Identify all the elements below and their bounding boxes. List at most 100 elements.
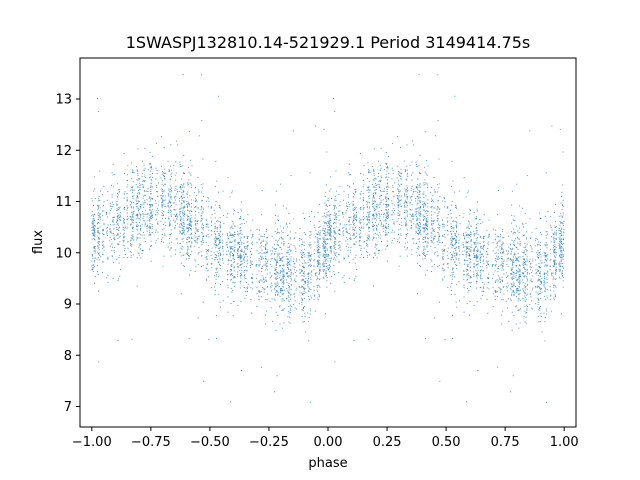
data-point [328, 229, 330, 230]
data-point [419, 191, 421, 192]
data-point [524, 242, 526, 244]
data-point [265, 255, 267, 257]
data-point [511, 276, 513, 278]
data-point [343, 258, 345, 260]
data-point [413, 144, 415, 146]
data-point [393, 231, 395, 233]
data-point [290, 250, 291, 252]
data-point [415, 214, 417, 216]
data-point [406, 179, 407, 181]
data-point [93, 228, 95, 230]
data-point [303, 245, 305, 247]
data-point [417, 218, 418, 220]
data-point [386, 260, 388, 262]
data-point [501, 276, 503, 278]
data-point [181, 224, 183, 225]
data-point [416, 220, 418, 222]
data-point [124, 173, 125, 174]
data-point [301, 256, 303, 258]
data-point [157, 213, 159, 215]
data-point [278, 259, 280, 261]
data-point [388, 216, 390, 218]
data-point [506, 277, 507, 279]
data-point [244, 256, 246, 258]
data-point [335, 213, 337, 214]
data-point [150, 240, 152, 242]
data-point [524, 310, 526, 312]
data-point [169, 202, 171, 204]
data-point [420, 173, 422, 174]
data-point [411, 215, 413, 217]
data-point [524, 300, 526, 302]
data-point [139, 188, 141, 190]
data-point [218, 238, 220, 240]
data-point [416, 219, 418, 221]
data-point [292, 273, 294, 275]
data-point [131, 201, 133, 203]
data-point [470, 261, 472, 263]
data-point [190, 215, 192, 216]
data-point [211, 247, 213, 249]
data-point [239, 230, 241, 232]
data-point [124, 219, 126, 221]
data-point [288, 312, 290, 314]
data-point [377, 204, 379, 206]
data-point [524, 269, 526, 270]
data-point [197, 189, 199, 191]
data-point [99, 218, 101, 220]
data-point [241, 263, 243, 265]
data-point [94, 238, 95, 240]
data-point [274, 272, 276, 274]
data-point [231, 270, 233, 271]
data-point [182, 74, 184, 76]
data-point [187, 182, 188, 184]
data-point [525, 287, 527, 289]
data-point [355, 235, 357, 237]
data-point [187, 203, 189, 205]
data-point [167, 160, 169, 162]
data-point [349, 262, 351, 264]
data-point [433, 229, 435, 231]
data-point [181, 195, 183, 197]
data-point [348, 255, 350, 257]
data-point [144, 190, 146, 192]
data-point [124, 222, 126, 223]
data-point [107, 191, 109, 193]
data-point [281, 237, 282, 239]
data-point [531, 289, 533, 291]
data-point [119, 235, 121, 237]
data-point [170, 174, 172, 176]
data-point [456, 236, 457, 238]
data-point [150, 167, 152, 168]
data-point [497, 258, 499, 260]
data-point [486, 229, 488, 231]
data-point [267, 273, 269, 275]
data-point [183, 183, 185, 185]
data-point [179, 230, 181, 232]
data-point [97, 241, 99, 243]
data-point [455, 221, 457, 223]
data-point [170, 206, 171, 208]
data-point [113, 237, 115, 239]
data-point [465, 240, 467, 242]
data-point [228, 259, 229, 261]
data-point [385, 151, 387, 153]
data-point [496, 255, 498, 257]
data-point [200, 206, 202, 207]
data-point [447, 230, 448, 231]
data-point [367, 188, 369, 190]
data-point [96, 223, 98, 225]
data-point [506, 264, 508, 266]
data-point [160, 177, 162, 179]
data-point [517, 260, 519, 262]
data-point [500, 281, 501, 283]
data-point [237, 243, 239, 245]
data-point [201, 239, 203, 241]
data-point [179, 224, 181, 226]
data-point [190, 182, 192, 184]
data-point [423, 216, 425, 218]
data-point [515, 253, 517, 255]
data-point [454, 234, 456, 236]
data-point [303, 279, 305, 281]
data-point [175, 249, 177, 251]
